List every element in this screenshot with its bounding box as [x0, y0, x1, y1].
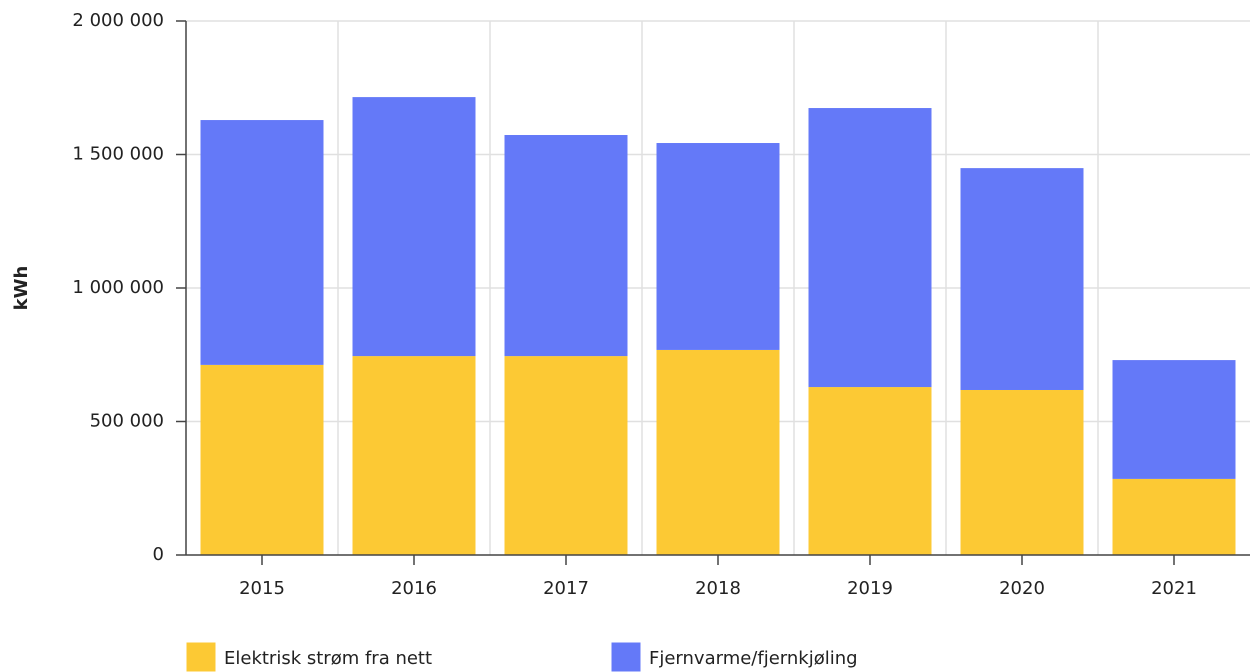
y-tick-label: 2 000 000: [72, 10, 164, 31]
y-tick-label: 0: [153, 544, 164, 565]
bar-segment: [1112, 478, 1236, 555]
x-tick-label: 2018: [695, 578, 741, 599]
y-tick-label: 1 000 000: [72, 277, 164, 298]
bar-segment: [1112, 360, 1236, 479]
x-tick-label: 2017: [543, 578, 589, 599]
legend-swatch: [186, 642, 216, 672]
bar-segment: [656, 143, 780, 350]
x-tick-label: 2021: [1151, 578, 1197, 599]
bar-segment: [200, 120, 324, 365]
bar-segment: [960, 168, 1084, 390]
bar-segment: [352, 356, 476, 555]
bar-segment: [352, 97, 476, 357]
bar-segment: [504, 135, 628, 357]
x-tick-label: 2019: [847, 578, 893, 599]
y-tick-label: 500 000: [90, 411, 164, 432]
bar-segment: [808, 108, 932, 388]
legend-label: Fjernvarme/fjernkjøling: [649, 648, 858, 669]
bar-segment: [960, 389, 1084, 555]
bar-segment: [200, 364, 324, 555]
bar-segment: [808, 387, 932, 555]
bar-segment: [504, 356, 628, 555]
y-tick-label: 1 500 000: [72, 144, 164, 165]
x-tick-label: 2015: [239, 578, 285, 599]
y-axis-label: kWh: [11, 266, 32, 311]
bar-segment: [656, 349, 780, 555]
x-tick-label: 2016: [391, 578, 437, 599]
legend-swatch: [611, 642, 641, 672]
x-tick-label: 2020: [999, 578, 1045, 599]
legend-label: Elektrisk strøm fra nett: [224, 648, 432, 669]
